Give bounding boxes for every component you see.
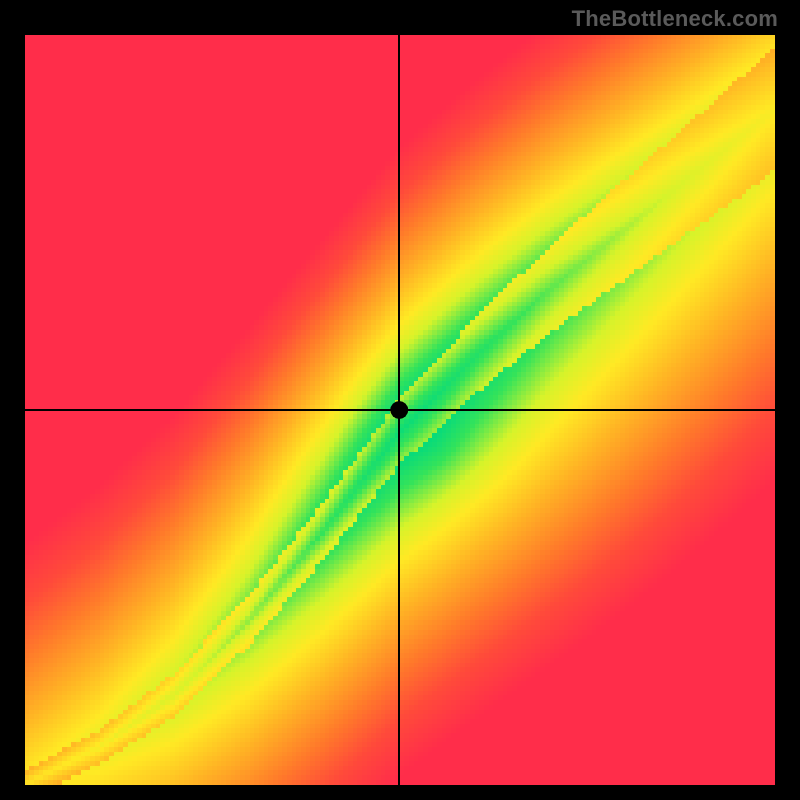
page-root: TheBottleneck.com bbox=[0, 0, 800, 800]
watermark-text: TheBottleneck.com bbox=[572, 6, 778, 32]
bottleneck-heatmap bbox=[25, 35, 775, 785]
chart-container bbox=[25, 35, 775, 785]
